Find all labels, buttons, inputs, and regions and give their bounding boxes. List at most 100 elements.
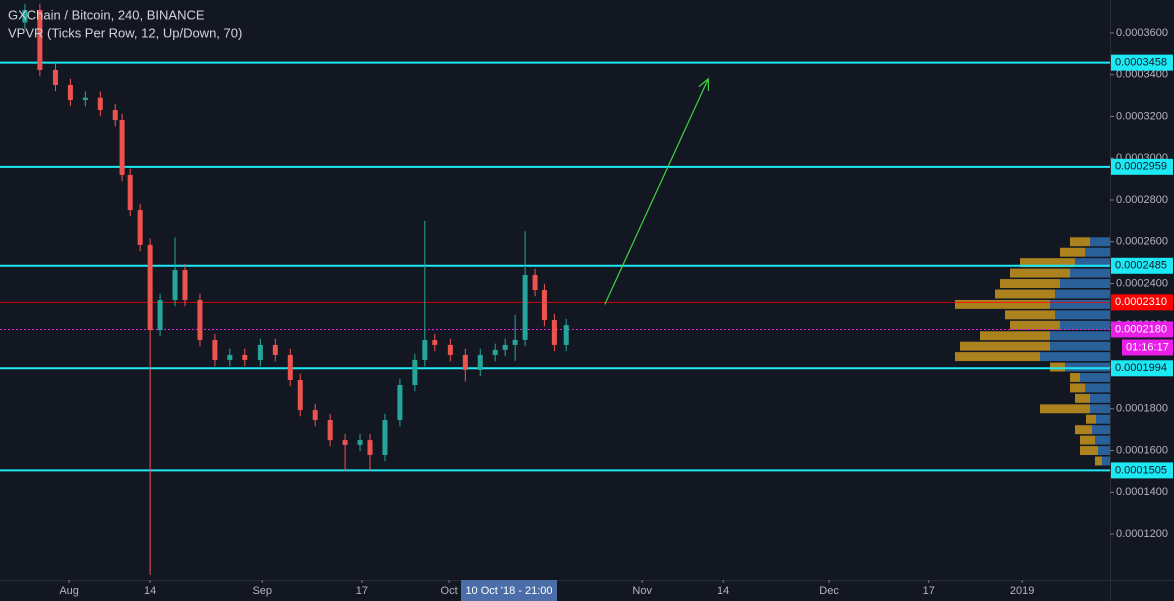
candle-body	[22, 10, 28, 23]
candle-body	[182, 269, 188, 301]
price-label: 0.0002180	[1115, 323, 1167, 335]
candle-body	[119, 120, 125, 175]
x-tick-label: Sep	[252, 585, 272, 597]
profile-up	[1080, 373, 1110, 382]
candle-body	[127, 174, 133, 211]
profile-down	[1075, 393, 1090, 403]
profile-down	[1050, 362, 1065, 372]
profile-down	[955, 299, 1050, 309]
candle-body	[563, 325, 569, 345]
profile-down	[1070, 373, 1080, 382]
profile-down	[1040, 404, 1090, 414]
price-label-bg	[1111, 321, 1173, 338]
x-tick-label: Oct	[441, 585, 458, 597]
profile-down	[1070, 383, 1085, 393]
profile-up	[1090, 393, 1110, 403]
x-tick-label: Nov	[632, 585, 652, 597]
profile-down	[1010, 268, 1070, 278]
profile-up	[1055, 289, 1110, 299]
profile-up	[1060, 320, 1110, 330]
price-label: 0.0002310	[1115, 296, 1167, 308]
candle-body	[492, 349, 498, 355]
profile-down	[955, 352, 1040, 362]
price-label-bg	[1111, 54, 1173, 71]
y-tick-label: 0.0003600	[1116, 27, 1168, 39]
profile-up	[1096, 414, 1110, 424]
chart-title: GXChain / Bitcoin, 240, BINANCE	[8, 7, 205, 22]
price-label-bg	[1111, 257, 1173, 274]
profile-up	[1070, 268, 1110, 278]
candle-body	[422, 340, 428, 360]
candle-body	[327, 420, 333, 441]
axis-border	[1110, 0, 1111, 601]
overlay: 0.0003458 0.0002959 0.0002485 0.0001994 0.00…	[461, 54, 1173, 601]
profile-down	[1095, 456, 1102, 466]
price-label: 0.0001994	[1115, 362, 1167, 374]
profile-down	[1086, 414, 1096, 424]
candle-body	[242, 354, 248, 360]
profile-down	[1000, 279, 1060, 288]
y-tick-label: 0.0002800	[1116, 194, 1168, 206]
profile-up	[1090, 404, 1110, 414]
crosshair-label-bg	[461, 580, 557, 601]
trend-arrow	[604, 78, 709, 305]
candle-body	[147, 244, 153, 331]
profile-up	[1102, 456, 1110, 466]
candle-body	[297, 379, 303, 411]
candle-body	[137, 210, 143, 245]
candle-body	[342, 440, 348, 445]
x-tick-label: Dec	[819, 585, 839, 597]
price-label-bg	[1111, 360, 1173, 377]
candle-body	[112, 110, 118, 121]
candle-body	[412, 359, 418, 385]
candle-body	[397, 384, 403, 421]
crosshair-label: 10 Oct '18 - 21:00	[465, 585, 552, 597]
y-tick-label: 0.0002600	[1116, 236, 1168, 248]
candle-body	[52, 69, 58, 85]
profile-up	[1095, 435, 1110, 445]
candle-body	[541, 290, 547, 321]
candle-body	[477, 354, 483, 370]
price-label: 0.0001505	[1115, 464, 1167, 476]
profile-up	[1050, 341, 1110, 351]
profile-down	[1075, 425, 1092, 435]
candle-body	[67, 84, 73, 101]
profile-up	[1085, 383, 1110, 393]
candle-body	[447, 344, 453, 355]
candle-body	[512, 339, 518, 345]
candle-body	[37, 10, 43, 70]
candle-body	[502, 344, 508, 350]
x-tick-label: Aug	[59, 585, 79, 597]
axis-border	[0, 580, 1174, 581]
x-tick-label: 14	[717, 585, 729, 597]
candle-body	[287, 354, 293, 380]
price-label-bg	[1111, 158, 1173, 175]
profile-down	[1080, 446, 1098, 456]
y-tick-label: 0.0001200	[1116, 528, 1168, 540]
candle-body	[227, 354, 233, 360]
candle-body	[432, 340, 438, 345]
profile-down	[1070, 237, 1090, 247]
profile-down	[1010, 320, 1060, 330]
price-label-bg	[1111, 294, 1173, 311]
profile-up	[1060, 279, 1110, 288]
x-tick-label: 2019	[1010, 585, 1034, 597]
profile-down	[1005, 310, 1055, 320]
candle-body	[97, 97, 103, 111]
y-tick-label: 0.0002400	[1116, 277, 1168, 289]
profile-up	[1085, 247, 1110, 257]
candle-body	[257, 344, 263, 360]
candle-body	[357, 440, 363, 445]
profile-up	[1065, 362, 1110, 372]
candle-body	[462, 354, 468, 370]
y-tick-label: 0.0001600	[1116, 444, 1168, 456]
plot: 0.0001200 0.0001400 0.0001600 0.0001800 0.00…	[0, 3, 1168, 597]
timer-bg	[1122, 339, 1173, 356]
candle-body	[532, 274, 538, 290]
x-tick-label: 17	[923, 585, 935, 597]
profile-down	[960, 341, 1050, 351]
candle-body	[197, 300, 203, 341]
candle-body	[212, 340, 218, 360]
candle-body	[522, 274, 528, 340]
